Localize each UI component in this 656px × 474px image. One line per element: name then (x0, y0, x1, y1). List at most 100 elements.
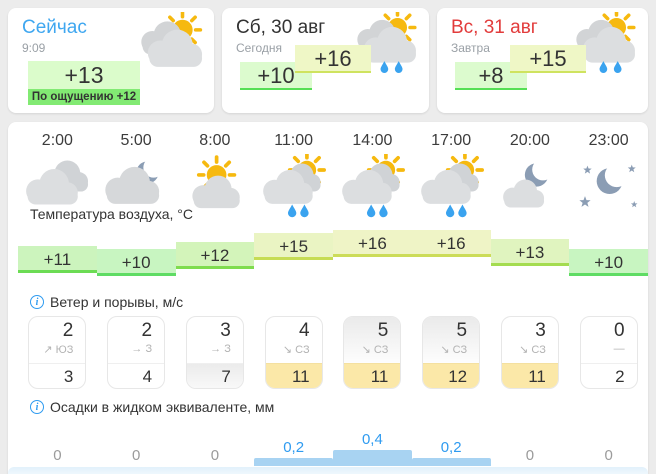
temperature-step: +13 (490, 239, 570, 266)
info-icon[interactable]: i (30, 295, 44, 309)
precip-value: 0,2 (283, 439, 305, 456)
wind-arrow-icon: ↘ (361, 344, 371, 356)
precipitation-chart: 0 0 0 0,2 0,4 0,2 0 0 (18, 424, 648, 466)
wind-card: 3 ↘ СЗ 11 (500, 316, 559, 389)
wind-direction-label: З (145, 343, 153, 355)
temperature-step: +15 (254, 233, 333, 260)
now-card-time: 9:09 (22, 41, 46, 55)
precip-bar (333, 450, 412, 466)
today-min-temp: +10 (240, 62, 312, 90)
today-card[interactable]: Сб, 30 авг Сегодня +16 +10 (222, 8, 429, 113)
wind-speed: 3 (220, 320, 231, 341)
tomorrow-card-title[interactable]: Вс, 31 авг (451, 17, 538, 38)
wind-direction-label: СЗ (452, 344, 468, 356)
moon-stars-icon (569, 154, 648, 223)
temperature-step: +16 (333, 230, 412, 257)
temperature-step: +11 (18, 246, 97, 273)
wind-speed: 4 (299, 320, 310, 341)
precip-value: 0,2 (440, 439, 462, 456)
precip-value: 0 (131, 447, 141, 464)
next-section-strip (8, 467, 648, 474)
wind-speed: 5 (377, 320, 389, 341)
precip-value: 0 (210, 447, 220, 464)
hourly-forecast-panel: 2:00 5:00 8:00 11:00 14:00 17:00 20:00 2… (8, 122, 648, 474)
wind-direction-label: З (224, 343, 231, 355)
sun-clouds-icon (128, 10, 206, 74)
wind-speed: 2 (141, 320, 153, 341)
now-card-title[interactable]: Сейчас (22, 17, 87, 38)
sun-clouds-rain-icon (562, 8, 640, 74)
weather-icons-row (18, 150, 648, 218)
wind-arrow-icon: ↘ (282, 344, 293, 356)
temperature-step-chart: +11 +10 +12 +15 +16 +16 +13 +10 (18, 228, 648, 286)
tomorrow-max-temp: +15 (510, 45, 586, 73)
precip-bar (411, 458, 491, 466)
wind-gust: 7 (186, 363, 243, 388)
temperature-section-text: Температура воздуха, °C (30, 206, 193, 222)
wind-card: 3 → З 7 (185, 316, 244, 389)
precip-value: 0 (53, 447, 62, 464)
info-icon[interactable]: i (30, 400, 44, 414)
wind-gust: 3 (29, 363, 86, 388)
hour-label: 17:00 (431, 132, 472, 149)
wind-card: 4 ↘ СЗ 11 (264, 316, 323, 389)
feels-like-label: По ощущению +12 (28, 89, 140, 105)
precipitation-section-text: Осадки в жидком эквиваленте, мм (50, 399, 275, 415)
wind-gust: 2 (580, 363, 637, 388)
precip-value: 0,4 (361, 431, 383, 448)
wind-card: 2 → З 4 (107, 316, 166, 389)
hour-label: 11:00 (274, 132, 314, 149)
wind-arrow-icon: ↗ (43, 344, 53, 356)
wind-section-label: i Ветер и порывы, м/с (30, 294, 183, 310)
wind-card: 2 ↗ ЮЗ 3 (28, 316, 87, 389)
now-temperature: +13 (28, 61, 140, 89)
sun-cloud-icon (176, 154, 255, 223)
wind-speed: 3 (535, 320, 546, 341)
wind-gust: 11 (501, 363, 558, 388)
temperature-step: +16 (411, 230, 491, 257)
moon-cloud-icon (491, 154, 570, 223)
precip-bar (254, 458, 333, 466)
wind-gust: 11 (344, 363, 401, 388)
sun-cloud-rain-icon (412, 150, 491, 223)
wind-section-text: Ветер и порывы, м/с (50, 294, 184, 310)
wind-direction-label: СЗ (295, 344, 310, 356)
precip-value: 0 (604, 447, 613, 464)
hour-label: 14:00 (352, 132, 393, 149)
wind-gust: 11 (265, 363, 322, 388)
wind-arrow-icon: → (210, 343, 222, 355)
hours-row: 2:00 5:00 8:00 11:00 14:00 17:00 20:00 2… (18, 132, 648, 154)
sun-cloud-rain-icon (254, 150, 333, 223)
wind-direction-label: СЗ (531, 344, 546, 356)
today-card-title[interactable]: Сб, 30 авг (236, 17, 326, 38)
wind-speed: 5 (456, 320, 468, 341)
wind-direction-label: СЗ (373, 344, 389, 356)
temperature-step: +10 (569, 249, 648, 276)
tomorrow-card-subtitle: Завтра (451, 41, 490, 55)
wind-row: 2 ↗ ЮЗ 3 2 → З 4 3 → З 7 4 ↘ СЗ 11 5 ↘ С… (18, 316, 648, 392)
cloud-moon-icon (97, 154, 176, 223)
precip-value: 0 (525, 447, 535, 464)
wind-arrow-icon: — (613, 343, 625, 355)
wind-arrow-icon: ↘ (440, 344, 450, 356)
precipitation-section-label: i Осадки в жидком эквиваленте, мм (30, 399, 274, 415)
temperature-step: +10 (96, 249, 176, 276)
wind-arrow-icon: ↘ (519, 344, 529, 356)
wind-card: 5 ↘ СЗ 11 (343, 316, 402, 389)
tomorrow-min-temp: +8 (455, 62, 527, 90)
wind-card: 0 — 2 (579, 316, 638, 389)
cloudy-icon (18, 154, 97, 223)
wind-gust: 4 (108, 363, 165, 388)
wind-speed: 2 (62, 320, 74, 341)
wind-speed: 0 (614, 320, 625, 341)
hour-label: 20:00 (509, 132, 550, 149)
hour-label: 8:00 (199, 132, 231, 149)
hour-label: 2:00 (41, 132, 73, 149)
wind-arrow-icon: → (131, 343, 143, 355)
sun-cloud-rain-icon (333, 150, 412, 223)
wind-gust: 12 (423, 363, 480, 388)
wind-card: 5 ↘ СЗ 12 (422, 316, 481, 389)
tomorrow-card[interactable]: Вс, 31 авг Завтра +15 +8 (437, 8, 648, 113)
now-card[interactable]: Сейчас 9:09 +13 По ощущению +12 (8, 8, 214, 113)
hour-label: 5:00 (120, 132, 152, 149)
